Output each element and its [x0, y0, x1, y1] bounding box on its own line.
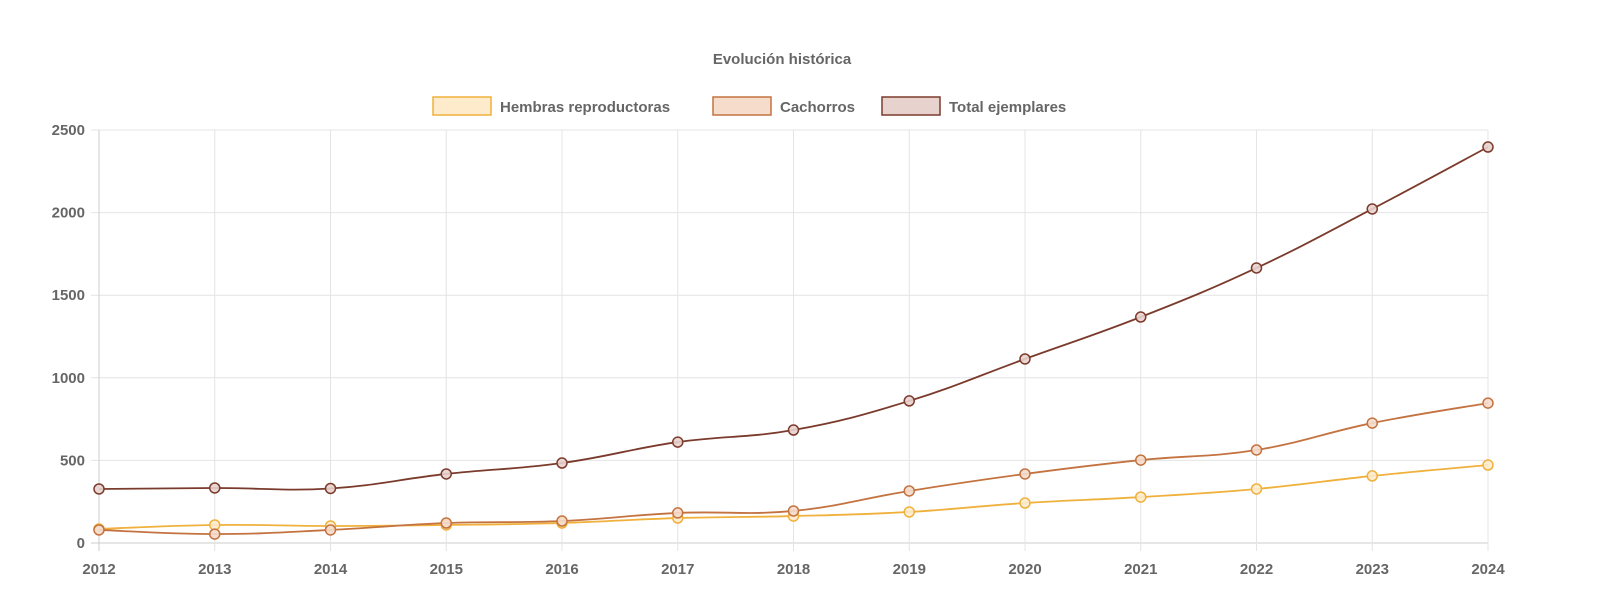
data-point: [324, 524, 337, 536]
data-point: [1019, 497, 1031, 509]
data-point: [1019, 353, 1031, 365]
grid: [91, 129, 1489, 551]
data-point: [93, 524, 105, 536]
data-point: [903, 506, 915, 518]
chart-title: Evolución histórica: [713, 51, 852, 68]
data-point: [1366, 417, 1378, 429]
legend-label: Hembras reproductoras: [500, 99, 670, 116]
data-point: [1482, 459, 1494, 471]
x-tick-label: 2013: [198, 561, 231, 578]
y-tick-label: 2000: [52, 205, 85, 222]
x-tick-label: 2024: [1471, 561, 1505, 578]
x-tick-label: 2022: [1240, 561, 1273, 578]
y-tick-label: 0: [77, 535, 85, 552]
data-point: [1135, 491, 1147, 503]
data-point: [440, 517, 452, 529]
data-point: [556, 515, 568, 527]
y-tick-label: 500: [60, 452, 85, 469]
data-point: [1482, 141, 1494, 153]
y-axis: 0 500 1000 1500 2000 2500: [52, 122, 85, 552]
data-point: [556, 457, 568, 469]
data-point: [1366, 203, 1378, 215]
x-tick-label: 2017: [661, 561, 694, 578]
data-point: [1482, 397, 1494, 409]
data-point: [1366, 470, 1378, 482]
data-point: [1019, 468, 1031, 480]
legend-label: Cachorros: [780, 99, 855, 116]
data-point: [209, 482, 221, 494]
x-tick-label: 2018: [777, 561, 810, 578]
data-point: [93, 483, 105, 495]
data-point: [903, 395, 915, 407]
y-tick-label: 2500: [52, 122, 85, 139]
data-point: [209, 528, 221, 540]
legend-item: Hembras reproductoras: [432, 96, 670, 116]
data-point: [1135, 311, 1147, 323]
series-1: [93, 397, 1494, 540]
legend-label: Total ejemplares: [949, 99, 1066, 116]
legend-item: Cachorros: [712, 96, 855, 116]
data-point: [324, 482, 337, 495]
x-tick-label: 2021: [1124, 561, 1157, 578]
y-tick-label: 1000: [52, 370, 85, 387]
y-tick-label: 1500: [52, 287, 85, 304]
data-point: [787, 505, 800, 517]
data-point: [672, 507, 684, 519]
x-tick-label: 2019: [893, 561, 926, 578]
data-point: [1135, 454, 1147, 466]
x-tick-label: 2012: [82, 561, 115, 578]
legend-swatch: [712, 96, 772, 116]
legend-swatch: [881, 96, 941, 116]
data-point: [672, 436, 684, 448]
series-layer: [93, 141, 1494, 540]
legend-swatch: [432, 96, 492, 116]
series-2: [93, 141, 1494, 495]
legend-item: Total ejemplares: [881, 96, 1066, 116]
x-tick-label: 2015: [430, 561, 463, 578]
x-tick-label: 2020: [1008, 561, 1041, 578]
data-point: [787, 424, 800, 436]
data-point: [1250, 262, 1263, 274]
x-tick-label: 2014: [314, 561, 348, 578]
data-point: [1250, 444, 1263, 456]
x-tick-label: 2016: [545, 561, 578, 578]
data-point: [440, 468, 452, 480]
x-tick-label: 2023: [1356, 561, 1389, 578]
legend: Hembras reproductoras Cachorros Total ejem…: [432, 96, 1066, 116]
data-point: [1250, 483, 1263, 495]
data-point: [903, 485, 915, 497]
x-axis: 2012 2013 2014 2015 2016 2017 2018 2019 2020 2021…: [82, 561, 1505, 578]
